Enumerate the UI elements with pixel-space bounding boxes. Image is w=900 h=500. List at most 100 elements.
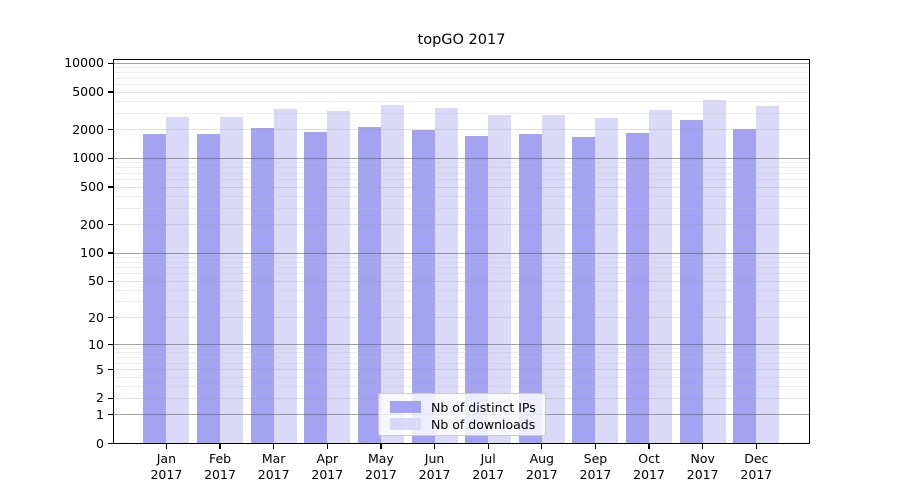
x-tick-label: Jul 2017 xyxy=(456,451,520,483)
y-tick-label: 10 xyxy=(88,336,104,352)
y-tick-label: 50 xyxy=(88,273,104,289)
y-tick-mark xyxy=(108,91,113,93)
x-tick-mark xyxy=(165,444,167,449)
x-tick-label: Sep 2017 xyxy=(563,451,627,483)
x-tick-month: Dec xyxy=(744,450,769,466)
x-tick-label: Jun 2017 xyxy=(403,451,467,483)
x-tick-label: Dec 2017 xyxy=(724,451,788,483)
legend-swatch-distinct-ips xyxy=(390,401,421,413)
y-tick-mark xyxy=(108,186,113,188)
bar-downloads-jan xyxy=(166,116,190,444)
y-gridline xyxy=(114,348,809,349)
y-tick-label: 10000 xyxy=(64,55,104,71)
x-tick-mark xyxy=(487,444,489,449)
x-tick-year: 2017 xyxy=(365,466,397,482)
x-tick-year: 2017 xyxy=(740,466,773,482)
bar-downloads-sep xyxy=(595,118,619,444)
x-tick-month: Jul xyxy=(480,450,496,466)
x-tick-month: Jan xyxy=(156,450,177,466)
x-tick-year: 2017 xyxy=(579,466,612,482)
y-gridline xyxy=(114,77,809,79)
y-tick-mark xyxy=(108,397,113,399)
legend-label-downloads: Nb of downloads xyxy=(431,416,536,432)
y-tick-mark xyxy=(108,368,113,371)
bar-distinct-ips-jul xyxy=(465,135,489,444)
y-tick-label: 1 xyxy=(96,406,104,422)
y-tick-mark xyxy=(108,343,113,346)
y-gridline xyxy=(114,167,809,169)
y-gridline xyxy=(114,369,809,371)
y-gridline xyxy=(114,72,809,74)
x-tick-month: Apr xyxy=(316,450,339,466)
x-tick-year: 2017 xyxy=(418,466,451,482)
y-gridline xyxy=(114,385,809,387)
x-tick-year: 2017 xyxy=(311,466,344,482)
x-tick-label: Jan 2017 xyxy=(134,451,198,483)
x-tick-mark xyxy=(273,444,275,449)
x-tick-month: Aug xyxy=(529,450,554,466)
legend-label-distinct-ips: Nb of distinct IPs xyxy=(431,399,536,415)
bar-distinct-ips-feb xyxy=(197,134,221,444)
y-gridline xyxy=(114,112,809,114)
y-tick-label: 100 xyxy=(80,245,104,261)
bar-downloads-aug xyxy=(541,114,565,444)
y-gridline xyxy=(114,62,809,64)
x-tick-year: 2017 xyxy=(525,466,558,482)
x-tick-month: Sep xyxy=(583,450,608,466)
y-gridline xyxy=(114,256,809,258)
legend-item: Nb of distinct IPs xyxy=(390,399,545,415)
y-gridline xyxy=(114,207,809,209)
bar-distinct-ips-may xyxy=(357,126,381,444)
x-tick-mark xyxy=(755,444,757,449)
x-tick-month: Nov xyxy=(690,450,715,466)
y-tick-label: 2000 xyxy=(72,121,104,137)
x-tick-mark xyxy=(433,444,436,449)
legend-item: Nb of downloads xyxy=(390,416,545,432)
x-tick-mark xyxy=(541,444,543,449)
x-tick-year: 2017 xyxy=(257,466,290,482)
legend: Nb of distinct IPs Nb of downloads xyxy=(378,393,546,436)
y-tick-mark xyxy=(108,157,113,160)
x-tick-month: Jun xyxy=(424,450,445,466)
y-gridline xyxy=(114,67,809,69)
bar-distinct-ips-oct xyxy=(626,132,650,444)
bar-downloads-apr xyxy=(327,111,351,444)
y-gridline xyxy=(114,129,809,131)
x-tick-year: 2017 xyxy=(633,466,665,482)
y-gridline xyxy=(114,376,809,378)
y-tick-label: 2 xyxy=(96,390,104,406)
x-tick-year: 2017 xyxy=(472,466,505,482)
y-tick-label: 500 xyxy=(80,179,104,194)
y-gridline xyxy=(114,157,809,159)
y-tick-label: 1000 xyxy=(72,150,104,166)
bar-distinct-ips-aug xyxy=(518,133,542,444)
y-gridline xyxy=(114,195,809,197)
y-gridline xyxy=(114,91,809,93)
x-tick-label: Nov 2017 xyxy=(671,451,735,483)
y-gridline xyxy=(114,344,809,346)
y-tick-mark xyxy=(108,280,113,282)
bar-distinct-ips-sep xyxy=(572,136,596,444)
x-tick-label: May 2017 xyxy=(349,451,413,483)
x-tick-label: Oct 2017 xyxy=(617,451,681,483)
y-gridline xyxy=(114,267,809,269)
y-tick-mark xyxy=(108,442,113,445)
x-tick-year: 2017 xyxy=(204,466,236,482)
y-tick-mark xyxy=(108,62,113,65)
x-tick-month: Mar xyxy=(261,450,286,466)
bar-distinct-ips-jun xyxy=(411,129,435,444)
y-gridline xyxy=(114,301,809,303)
x-tick-month: Oct xyxy=(638,450,660,466)
x-tick-year: 2017 xyxy=(150,466,183,482)
y-gridline xyxy=(114,224,809,226)
y-gridline xyxy=(114,172,809,174)
x-tick-mark xyxy=(380,444,382,449)
bar-distinct-ips-nov xyxy=(679,120,703,444)
y-gridline xyxy=(114,273,809,275)
y-gridline xyxy=(114,179,809,180)
x-tick-label: Feb 2017 xyxy=(188,451,252,483)
y-tick-label: 0 xyxy=(96,435,104,451)
y-gridline xyxy=(114,317,809,319)
y-tick-mark xyxy=(108,317,113,319)
y-gridline xyxy=(114,362,809,364)
